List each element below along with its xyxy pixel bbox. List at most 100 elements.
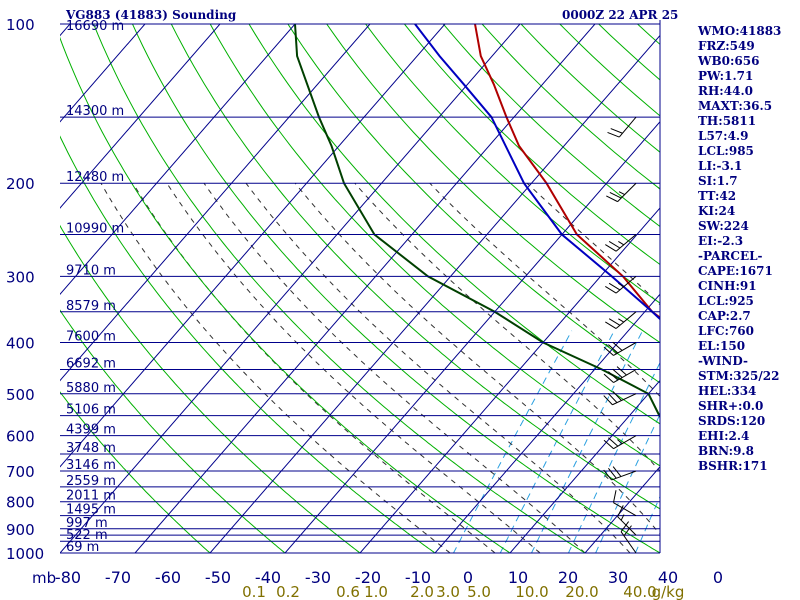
height-label: 16690 m [66, 19, 124, 34]
isotherm [0, 12, 5, 564]
wind-barb [605, 276, 637, 294]
mixing-ratio-label: 10.0 [515, 583, 548, 600]
mixing-ratio-line [634, 495, 660, 553]
dry-adiabat [131, 24, 660, 553]
dry-adiabat [60, 309, 286, 553]
mixing-ratio-label: 1.0 [364, 583, 388, 600]
wind-barb [605, 311, 637, 329]
x-axis-unit-label: mb [32, 569, 56, 587]
dry-adiabat [248, 24, 660, 425]
mixing-ratio-label: 0.6 [336, 583, 360, 600]
stat-item: MAXT:36.5 [698, 99, 773, 113]
dry-adiabat [209, 24, 660, 467]
height-label: 4399 m [66, 423, 116, 438]
mixing-ratio-label: 2.0 [410, 583, 434, 600]
stat-item: PW:1.71 [698, 69, 754, 83]
dry-adiabat [60, 135, 436, 553]
wind-barb [606, 182, 637, 203]
pressure-tick-label: 800 [6, 494, 35, 512]
moist-adiabat [354, 182, 660, 473]
stat-item: SW:224 [698, 219, 749, 233]
station-title: VG883 (41883) Sounding [66, 8, 237, 22]
stat-item: -WIND- [698, 354, 748, 368]
isotherm [284, 120, 660, 553]
dry-adiabat [60, 391, 211, 553]
wind-barb [603, 435, 637, 450]
stat-item: LFC:760 [698, 324, 754, 338]
dry-adiabat [60, 224, 361, 553]
stat-item: HEL:334 [698, 384, 757, 398]
mixing-ratio-label: g/kg [652, 583, 685, 600]
mixing-ratio-label: 0.1 [242, 583, 266, 600]
stat-item: BRN:9.8 [698, 444, 754, 458]
pressure-tick-label: 400 [6, 334, 35, 352]
isotherm [434, 293, 660, 553]
height-label: 12480 m [66, 170, 124, 185]
isotherm [584, 465, 660, 553]
temperature-tick-label: -40 [255, 568, 281, 587]
height-label: 3146 m [66, 458, 116, 473]
dry-adiabat [60, 36, 511, 553]
dry-adiabat [403, 24, 660, 266]
pressure-tick-label: 300 [6, 268, 35, 286]
isotherm [509, 379, 660, 553]
isotherm [359, 207, 660, 553]
wind-barb [620, 521, 637, 554]
stat-item: -PARCEL- [698, 249, 763, 263]
temperature-tick-label: -70 [105, 568, 131, 587]
stat-item: LI:-3.1 [698, 159, 743, 173]
stat-item: BSHR:171 [698, 459, 768, 473]
pressure-tick-label: 700 [6, 463, 35, 481]
height-label: 5880 m [66, 381, 116, 396]
stat-item: WMO:41883 [698, 24, 782, 38]
moist-adiabat [166, 182, 541, 553]
stat-item: KI:24 [698, 204, 736, 218]
parcel-line [414, 24, 660, 321]
mixing-ratio-label: 40.0 [623, 583, 656, 600]
pressure-tick-label: 900 [6, 521, 35, 539]
height-label: 8579 m [66, 299, 116, 314]
mixing-ratio-line [595, 413, 660, 553]
wind-barb [603, 341, 637, 356]
height-label: 9710 m [66, 263, 116, 278]
height-label: 6692 m [66, 357, 116, 372]
wind-barb [603, 390, 637, 406]
temperature-tick-label: 10 [508, 568, 528, 587]
mixing-ratio-line [452, 330, 573, 553]
dry-adiabat [287, 24, 660, 384]
plot-area [0, 12, 660, 564]
mixing-ratio-label: 0.2 [276, 583, 300, 600]
stat-item: RH:44.0 [698, 84, 753, 98]
pressure-tick-label: 500 [6, 386, 35, 404]
temperature-tick-label: -60 [155, 568, 181, 587]
isotherm [134, 24, 596, 553]
mixing-ratio-label: 5.0 [467, 583, 491, 600]
height-label: 5106 m [66, 403, 116, 418]
mixing-ratio-line [530, 330, 644, 553]
pressure-tick-label: 600 [6, 428, 35, 446]
isotherm [60, 24, 296, 296]
pressure-tick-label: 1000 [6, 545, 44, 563]
isotherm [60, 24, 371, 382]
temperature-tick-label: 40 [658, 568, 678, 587]
wind-barb [612, 490, 637, 517]
temperature-tick-label: 20 [558, 568, 578, 587]
stats-panel: WMO:41883 FRZ:549 WB0:656 PW:1.71 RH:44.0 MAX… [698, 24, 781, 474]
temperature-tick-label: 0 [463, 568, 473, 587]
dry-adiabat [93, 24, 586, 553]
temperature-tick-label: -80 [55, 568, 81, 587]
wind-barb [607, 116, 637, 138]
stat-item: SI:1.7 [698, 174, 738, 188]
height-label: 7600 m [66, 329, 116, 344]
height-label: 2559 m [66, 474, 116, 489]
temperature-line [474, 24, 660, 319]
temperature-tick-label: 30 [608, 568, 628, 587]
stat-item: CAPE:1671 [698, 264, 773, 278]
temperature-tick-label: -20 [355, 568, 381, 587]
isotherm [60, 24, 446, 468]
pressure-tick-label: 100 [6, 16, 35, 34]
isotherm [60, 24, 146, 123]
wind-barb [603, 366, 637, 383]
stat-item: LCL:985 [698, 144, 754, 158]
stat-item: TH:5811 [698, 114, 757, 128]
